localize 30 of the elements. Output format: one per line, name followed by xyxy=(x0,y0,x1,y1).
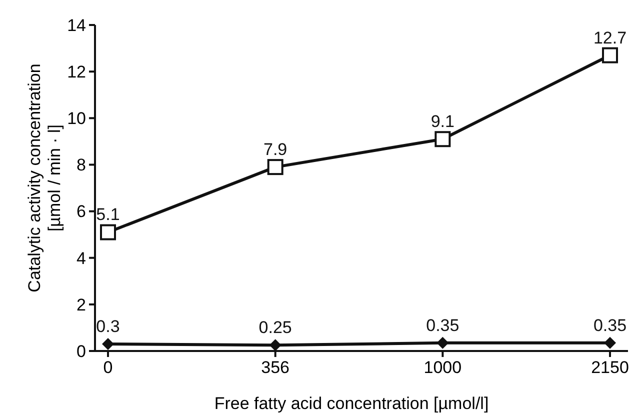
x-tick-label: 0 xyxy=(103,358,113,377)
x-tick-label: 1000 xyxy=(424,358,462,377)
y-axis-title: Catalytic activity concentration [µmol / min · l] xyxy=(25,64,64,292)
data-label: 5.1 xyxy=(96,205,120,224)
y-tick-label: 2 xyxy=(76,295,86,314)
data-label: 0.35 xyxy=(593,316,627,335)
x-tick-label: 356 xyxy=(261,358,290,377)
point xyxy=(434,131,451,148)
point xyxy=(267,159,284,176)
data-label: 0.35 xyxy=(426,316,460,335)
y-tick-label: 10 xyxy=(67,109,86,128)
y-tick-label: 8 xyxy=(76,156,86,175)
data-label: 12.7 xyxy=(593,28,627,48)
point xyxy=(436,336,449,349)
x-tick-label: 2150 xyxy=(591,358,629,377)
point xyxy=(269,339,282,352)
y-tick-label: 12 xyxy=(67,62,86,82)
data-label: 7.9 xyxy=(264,140,288,160)
data-label: 9.1 xyxy=(430,112,454,132)
point xyxy=(102,338,114,350)
y-tick-label: 4 xyxy=(76,248,86,268)
y-tick-label: 6 xyxy=(76,202,86,222)
point xyxy=(604,336,616,349)
x-axis-title: Free fatty acid concentration [µmol/l] xyxy=(214,394,489,413)
data-label: 0.3 xyxy=(96,317,120,336)
y-tick-label: 14 xyxy=(67,16,86,35)
point xyxy=(602,47,618,64)
y-tick-label: 0 xyxy=(76,342,86,361)
data-label: 0.25 xyxy=(258,318,292,338)
point xyxy=(100,224,116,240)
